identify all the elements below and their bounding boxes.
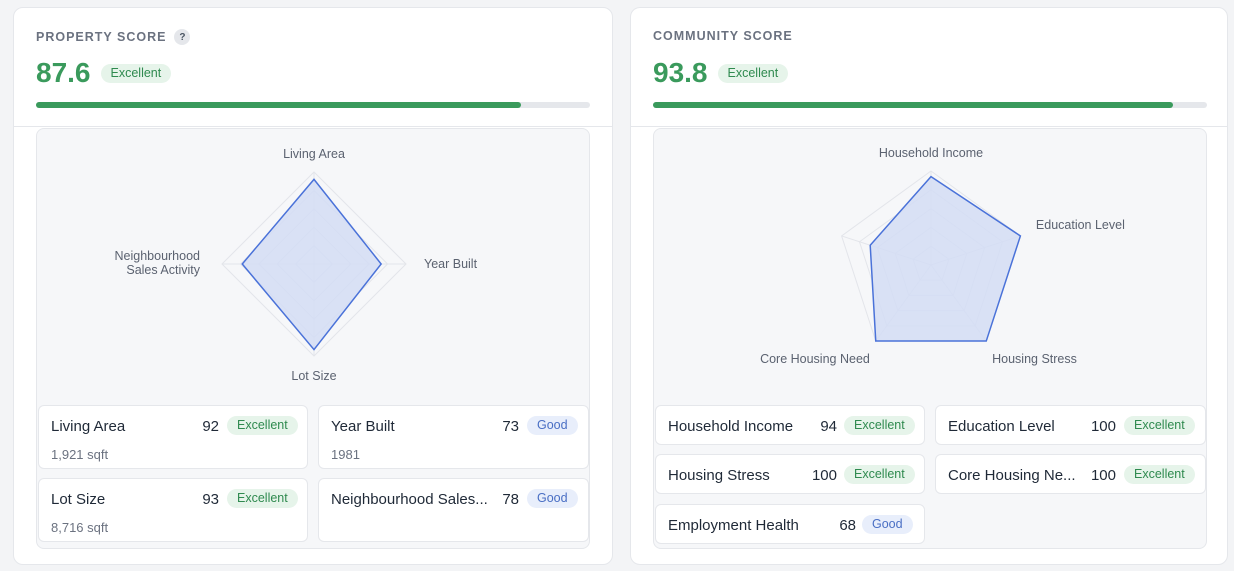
metric-detail: 1981 <box>331 447 360 462</box>
community-score-progress-fill <box>653 102 1173 108</box>
help-icon[interactable]: ? <box>174 29 191 45</box>
metric-name: Household Income <box>668 418 794 435</box>
metric-rating-badge: Excellent <box>227 489 298 508</box>
metric-detail: 1,921 sqft <box>51 447 109 462</box>
metric-score: 100 <box>1090 467 1116 484</box>
metric-card-neighbourhood-sales[interactable]: Neighbourhood Sales... 78 Good <box>318 478 589 542</box>
metric-name: Lot Size <box>51 491 106 508</box>
metric-name: Neighbourhood Sales... <box>331 491 488 508</box>
property-score-value: 87.6 <box>36 57 91 88</box>
metric-name: Year Built <box>331 418 395 435</box>
metric-score: 93 <box>202 491 219 508</box>
metric-card-core-housing-need[interactable]: Core Housing Ne... 100 Excellent <box>935 454 1206 494</box>
metric-score: 92 <box>202 418 219 435</box>
metric-rating-badge: Excellent <box>844 416 915 435</box>
metric-rating-badge: Good <box>862 515 913 534</box>
metric-rating-badge: Excellent <box>844 465 915 484</box>
metric-score: 94 <box>820 418 837 435</box>
metric-card-year-built[interactable]: Year Built 73 Good 1981 <box>318 405 589 469</box>
metric-name: Living Area <box>51 418 126 435</box>
metric-name: Housing Stress <box>668 467 770 484</box>
metric-score: 68 <box>839 517 856 534</box>
property-score-progress-fill <box>36 102 522 108</box>
property-rating-badge: Excellent <box>100 63 172 83</box>
community-score-row: 93.8 Excellent <box>653 57 789 89</box>
metric-name: Employment Health <box>668 517 799 534</box>
radar-axis-label: Lot Size <box>291 369 336 383</box>
property-score-card: PROPERTY SCORE ? 87.6 Excellent Living A… <box>13 7 613 565</box>
metric-card-lot-size[interactable]: Lot Size 93 Excellent 8,716 sqft <box>38 478 308 542</box>
radar-axis-label: Education Level <box>1036 218 1125 232</box>
metric-name: Core Housing Ne... <box>948 467 1076 484</box>
metric-score: 100 <box>811 467 837 484</box>
metric-card-household-income[interactable]: Household Income 94 Excellent <box>655 405 925 445</box>
radar-axis-label: Household Income <box>879 146 983 160</box>
metric-name: Education Level <box>948 418 1055 435</box>
community-score-card: COMMUNITY SCORE 93.8 Excellent Household… <box>630 7 1228 565</box>
property-breakdown-panel: Living Area Year Built Lot Size Neighbourho… <box>36 128 590 549</box>
metric-rating-badge: Good <box>527 489 578 508</box>
property-score-title: PROPERTY SCORE ? <box>36 29 191 45</box>
community-radar-chart: Household Income Education Level Housing S… <box>654 129 1125 366</box>
metric-detail: 8,716 sqft <box>51 520 109 535</box>
metric-card-living-area[interactable]: Living Area 92 Excellent 1,921 sqft <box>38 405 308 469</box>
community-score-progress <box>653 102 1207 108</box>
property-score-header: PROPERTY SCORE ? 87.6 Excellent <box>14 8 612 127</box>
metric-score: 73 <box>502 418 519 435</box>
metric-score: 100 <box>1090 418 1116 435</box>
community-rating-badge: Excellent <box>717 63 789 83</box>
radar-data-area <box>241 178 383 351</box>
radar-data-area <box>869 175 1022 342</box>
radar-axis-label: Year Built <box>424 257 478 271</box>
property-score-progress <box>36 102 590 108</box>
metric-rating-badge: Excellent <box>227 416 298 435</box>
radar-axis-label: Housing Stress <box>992 352 1077 366</box>
metric-score: 78 <box>502 491 519 508</box>
metric-rating-badge: Excellent <box>1124 416 1195 435</box>
metric-rating-badge: Excellent <box>1124 465 1195 484</box>
radar-axis-label: Neighbourhood Sales Activity <box>115 249 201 277</box>
metric-rating-badge: Good <box>527 416 578 435</box>
radar-axis-label: Core Housing Need <box>760 352 870 366</box>
metric-card-employment-health[interactable]: Employment Health 68 Good <box>655 504 925 544</box>
metric-card-education-level[interactable]: Education Level 100 Excellent <box>935 405 1206 445</box>
community-score-value: 93.8 <box>653 57 708 88</box>
property-score-row: 87.6 Excellent <box>36 57 172 89</box>
community-score-title: COMMUNITY SCORE <box>653 29 793 43</box>
metric-card-housing-stress[interactable]: Housing Stress 100 Excellent <box>655 454 925 494</box>
property-score-title-text: PROPERTY SCORE <box>36 30 167 44</box>
radar-axis-label: Living Area <box>283 147 345 161</box>
community-score-header: COMMUNITY SCORE 93.8 Excellent <box>631 8 1227 127</box>
property-radar-chart: Living Area Year Built Lot Size Neighbourho… <box>115 147 478 383</box>
community-breakdown-panel: Household Income Education Level Housing S… <box>653 128 1207 549</box>
